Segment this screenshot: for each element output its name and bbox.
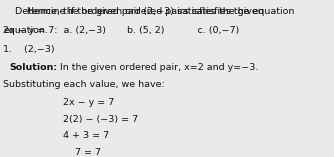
Text: 2x − y = 7: 2x − y = 7 xyxy=(3,98,115,107)
Text: Solution:: Solution: xyxy=(9,63,57,72)
Text: 2x − y = 7:  a. (2,−3)       b. (5, 2)           c. (0,−7): 2x − y = 7: a. (2,−3) b. (5, 2) c. (0,−7… xyxy=(3,26,239,35)
Text: 2(2) − (−3) = 7: 2(2) − (−3) = 7 xyxy=(3,115,139,124)
Text: 1.    (2,−3): 1. (2,−3) xyxy=(3,45,55,54)
Text: In the given ordered pair, x=2 and y=−3.: In the given ordered pair, x=2 and y=−3. xyxy=(57,63,259,72)
Text: Determine if the given ordered pairs satisfies the equation: Determine if the given ordered pairs sat… xyxy=(3,7,295,16)
Text: 7 = 7: 7 = 7 xyxy=(3,148,101,157)
Text: equation.: equation. xyxy=(3,26,48,35)
Text: Hence, the ordered pair (2,−3) satisfies the given: Hence, the ordered pair (2,−3) satisfies… xyxy=(3,7,264,16)
Text: 4 + 3 = 7: 4 + 3 = 7 xyxy=(3,131,110,140)
Text: Substituting each value, we have:: Substituting each value, we have: xyxy=(3,80,165,89)
